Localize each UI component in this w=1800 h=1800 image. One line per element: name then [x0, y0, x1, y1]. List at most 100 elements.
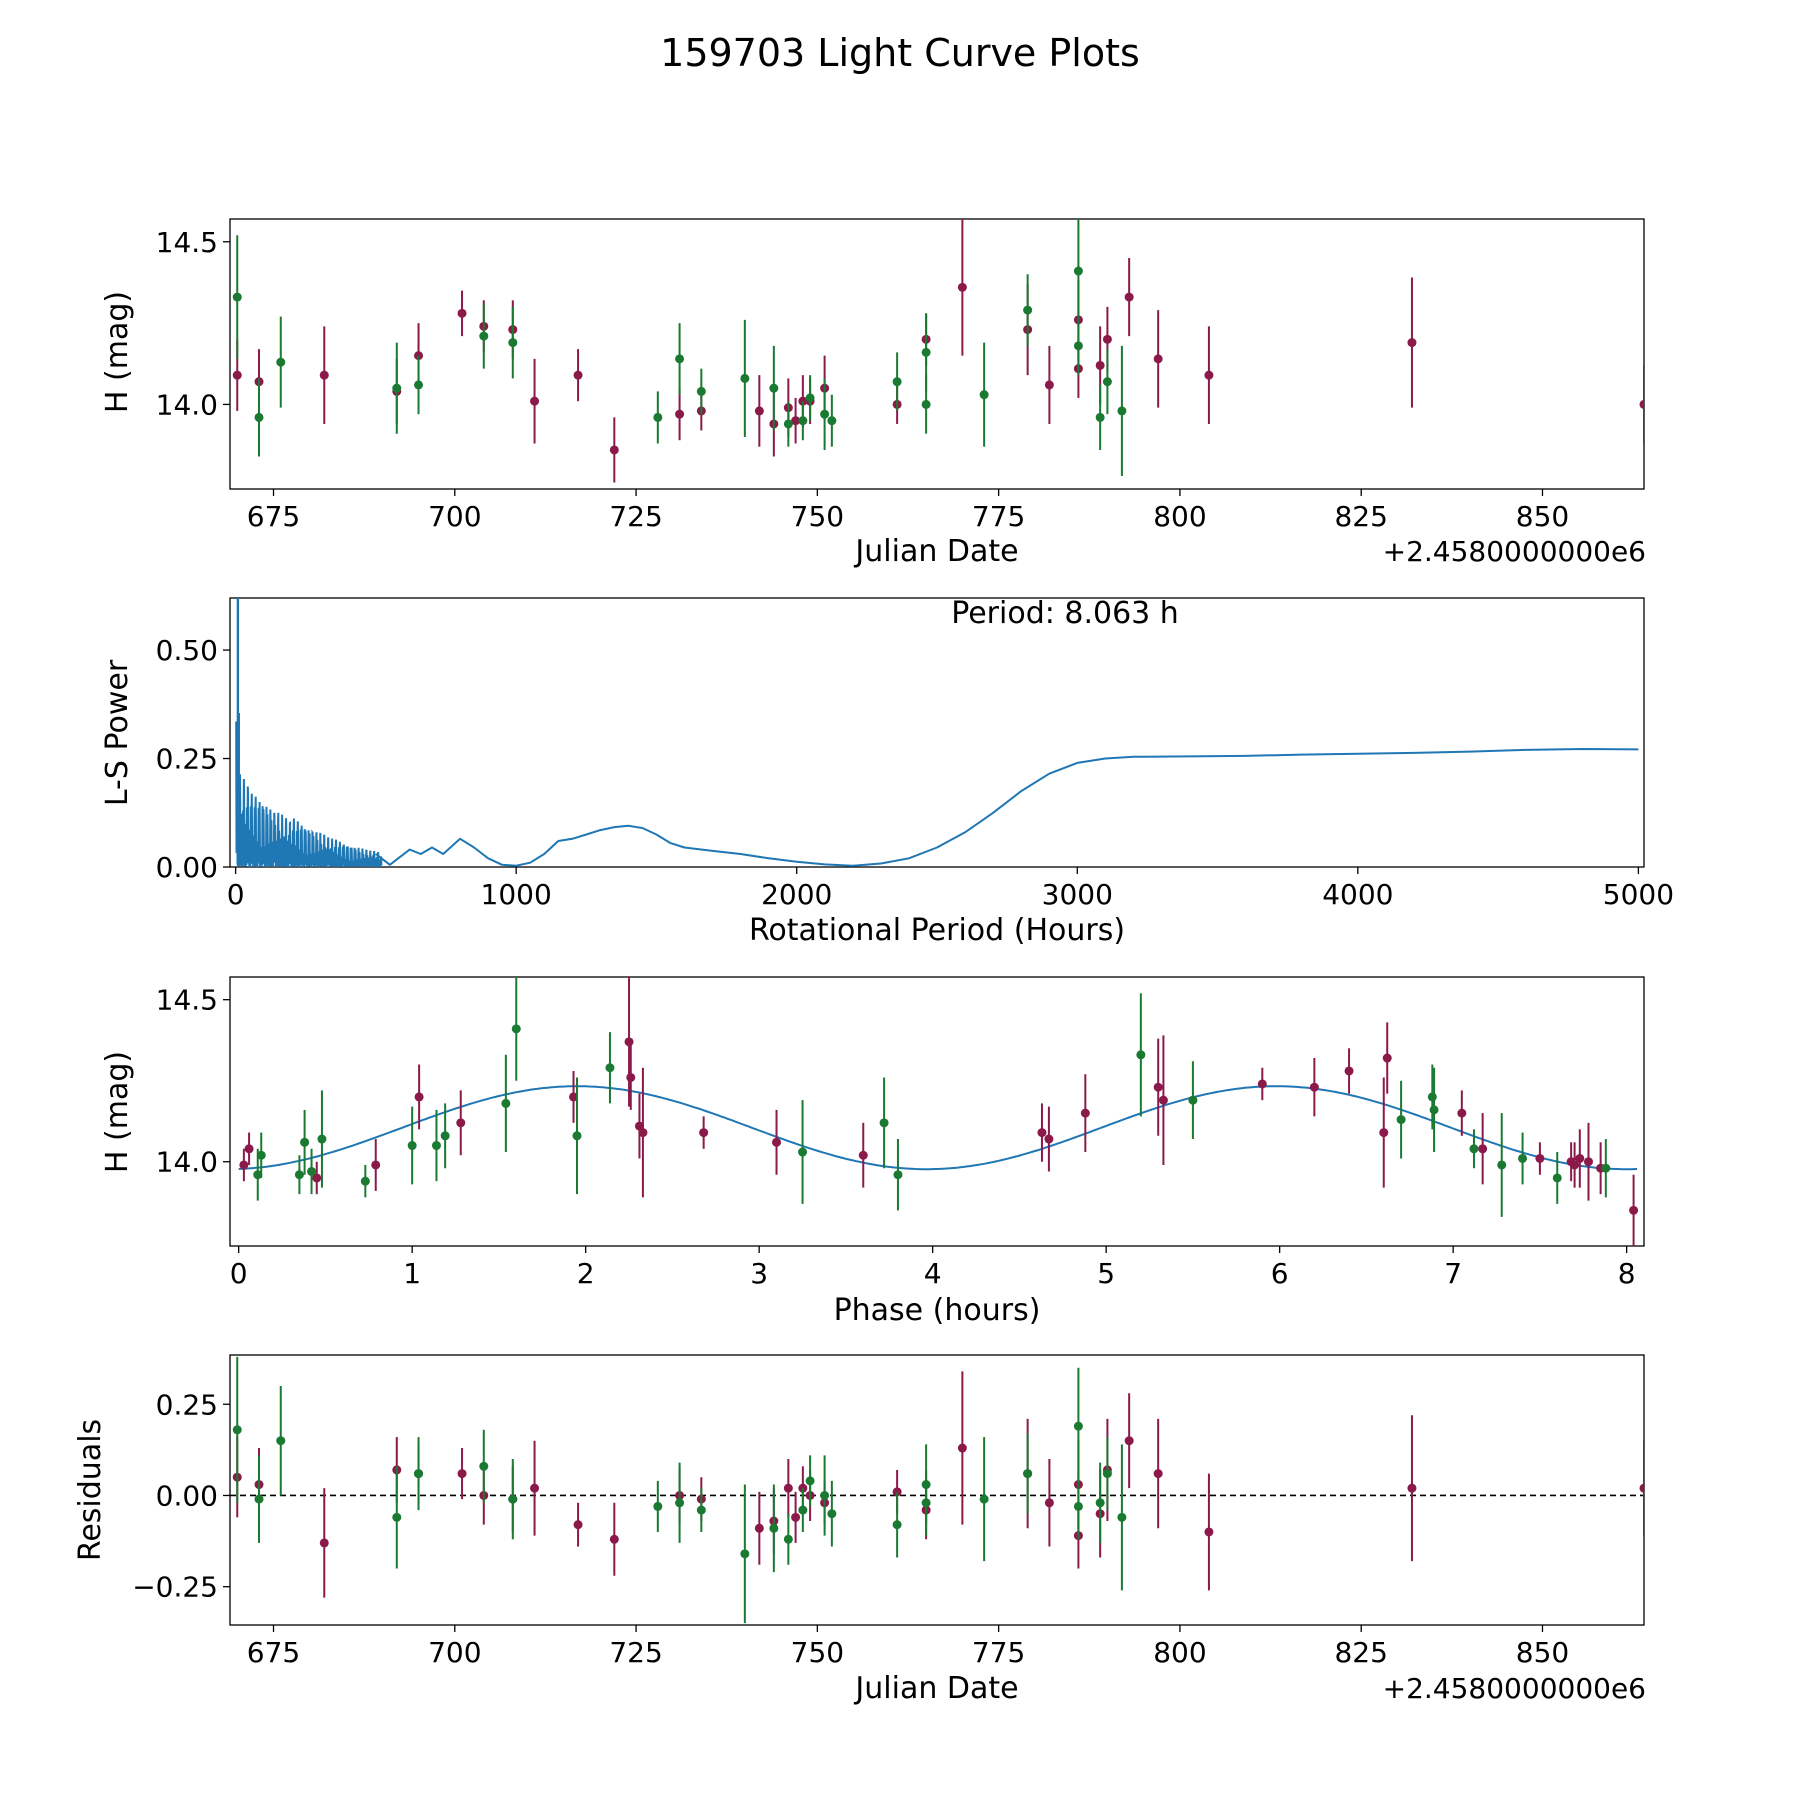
data-point	[1601, 1163, 1611, 1173]
data-point	[1478, 1144, 1488, 1154]
data-point	[783, 1534, 793, 1544]
data-point	[772, 1137, 782, 1147]
data-point	[740, 373, 750, 383]
data-point	[791, 416, 801, 426]
data-point	[626, 1072, 636, 1082]
data-point	[1117, 1512, 1127, 1522]
data-point	[1136, 1050, 1146, 1060]
data-point	[957, 1443, 967, 1453]
data-point	[1124, 292, 1134, 302]
periodogram-x-tick-label: 3000	[1042, 878, 1113, 911]
data-point	[1023, 1469, 1033, 1479]
data-point	[312, 1173, 322, 1183]
residuals-plot-area	[230, 1356, 1644, 1624]
data-point	[653, 1501, 663, 1511]
data-point	[1639, 1483, 1644, 1493]
data-point	[769, 1523, 779, 1533]
data-point	[232, 292, 242, 302]
data-point	[573, 370, 583, 380]
phased-x-tick-label: 7	[1444, 1257, 1462, 1290]
periodogram-x-tick-label: 4000	[1322, 878, 1393, 911]
residuals-y-tick-label: 0.25	[156, 1388, 218, 1421]
data-point	[1153, 1082, 1163, 1092]
data-point	[892, 1520, 902, 1530]
data-point	[798, 1505, 808, 1515]
data-point	[675, 354, 685, 364]
data-point	[1407, 1483, 1417, 1493]
data-point	[440, 1131, 450, 1141]
data-point	[1457, 1108, 1467, 1118]
data-point	[1188, 1095, 1198, 1105]
data-point	[979, 390, 989, 400]
figure-title: 159703 Light Curve Plots	[660, 31, 1140, 75]
data-point	[979, 1494, 989, 1504]
data-point	[1204, 370, 1214, 380]
data-point	[624, 1037, 634, 1047]
data-point	[319, 1538, 329, 1548]
data-point	[511, 1024, 521, 1034]
data-point	[675, 1498, 685, 1508]
data-point	[1080, 1108, 1090, 1118]
periodogram-plot-area	[235, 598, 1639, 867]
data-point	[317, 1134, 327, 1144]
data-point	[783, 419, 793, 429]
data-point	[479, 331, 489, 341]
data-point	[921, 347, 931, 357]
residuals-x-tick-label: 750	[791, 1636, 844, 1669]
phased-series-filter-b	[253, 977, 1611, 1217]
data-point	[530, 396, 540, 406]
lightcurve-x-tick-label: 750	[791, 500, 844, 533]
data-point	[479, 1461, 489, 1471]
data-point	[1427, 1092, 1437, 1102]
data-point	[232, 370, 242, 380]
data-point	[392, 383, 402, 393]
period-annotation: Period: 8.063 h	[951, 596, 1179, 631]
data-point	[1396, 1115, 1406, 1125]
data-point	[1124, 1436, 1134, 1446]
data-point	[254, 412, 264, 422]
data-point	[1497, 1160, 1507, 1170]
data-point	[1037, 1128, 1047, 1138]
phased-x-tick-label: 1	[403, 1257, 421, 1290]
data-point	[805, 393, 815, 403]
residuals-x-tick-label: 700	[428, 1636, 481, 1669]
data-point	[371, 1160, 381, 1170]
residuals-panel: Julian Date Residuals +2.4580000000e6 67…	[73, 1354, 1646, 1706]
periodogram-panel: Rotational Period (Hours) L-S Power Peri…	[100, 596, 1674, 948]
data-point	[820, 1490, 830, 1500]
periodogram-x-label: Rotational Period (Hours)	[749, 913, 1125, 948]
data-point	[798, 416, 808, 426]
data-point	[1407, 338, 1417, 348]
phased-panel: Phase (hours) H (mag) 0 1 2 3 4 5 6 7 8 14.0 14.5	[100, 976, 1645, 1328]
data-point	[827, 1509, 837, 1519]
data-point	[1044, 1134, 1054, 1144]
phased-x-tick-label: 0	[230, 1257, 248, 1290]
data-point	[431, 1141, 441, 1151]
residuals-x-tick-label: 850	[1516, 1636, 1569, 1669]
data-point	[609, 445, 619, 455]
data-point	[605, 1063, 615, 1073]
data-point	[1023, 305, 1033, 315]
residuals-x-tick-label: 775	[972, 1636, 1025, 1669]
lightcurve-x-tick-label: 825	[1334, 500, 1387, 533]
data-point	[805, 1476, 815, 1486]
phased-axes-frame	[229, 976, 1645, 1247]
lightcurve-plot-area	[232, 219, 1644, 483]
data-point	[276, 1436, 286, 1446]
residuals-x-tick-label: 825	[1334, 1636, 1387, 1669]
data-point	[798, 1147, 808, 1157]
lightcurve-x-label: Julian Date	[853, 534, 1018, 569]
lightcurve-x-tick-label: 700	[428, 500, 481, 533]
data-point	[1073, 341, 1083, 351]
data-point	[1639, 399, 1644, 409]
data-point	[1073, 266, 1083, 276]
lightcurve-series-filter-a	[232, 219, 1644, 483]
data-point	[1102, 334, 1112, 344]
lightcurve-x-tick-label: 850	[1516, 500, 1569, 533]
phased-series-filter-a	[239, 977, 1639, 1246]
data-point	[1518, 1153, 1528, 1163]
data-point	[1469, 1144, 1479, 1154]
data-point	[827, 416, 837, 426]
data-point	[508, 338, 518, 348]
